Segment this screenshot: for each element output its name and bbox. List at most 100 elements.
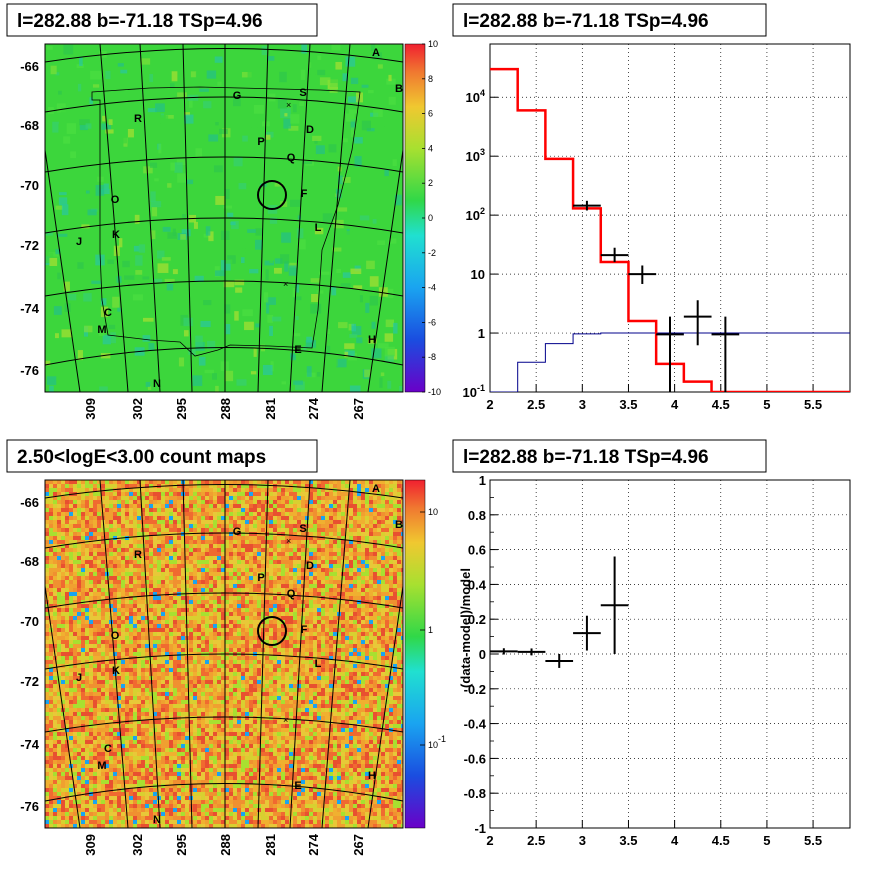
count-map-pixel [217,572,221,576]
count-map-pixel [57,564,61,568]
count-map-pixel [277,628,281,632]
count-map-pixel [245,644,249,648]
count-map-pixel [165,548,169,552]
count-map-pixel [365,544,369,548]
count-map-pixel [305,584,309,588]
count-map-pixel [177,668,181,672]
count-map-pixel [381,584,385,588]
ts-map-texture-cell [55,205,64,210]
count-map-pixel [329,480,333,484]
count-map-pixel [385,516,389,520]
count-map-pixel [113,544,117,548]
count-map-pixel [373,648,377,652]
count-map-pixel [169,568,173,572]
ts-map-texture-cell [155,103,165,113]
count-map-pixel [309,524,313,528]
count-map-pixel [49,604,53,608]
ts-map-texture-cell [274,258,283,264]
count-map-pixel [273,520,277,524]
count-map-pixel [265,664,269,668]
count-map-pixel [257,644,261,648]
count-map-pixel [157,520,161,524]
count-map-pixel [277,564,281,568]
count-map-pixel [245,496,249,500]
count-map-pixel [241,560,245,564]
count-map-pixel [253,672,257,676]
count-map-pixel [105,532,109,536]
count-map-pixel [321,560,325,564]
count-map-pixel [181,656,185,660]
count-map-pixel [377,600,381,604]
count-map-pixel [149,632,153,636]
count-map-pixel [97,588,101,592]
ts-map-frame [44,43,404,393]
count-map-pixel [49,660,53,664]
count-map-pixel [213,516,217,520]
count-map-pixel [133,672,137,676]
count-map-pixel [321,512,325,516]
count-map-pixel [321,652,325,656]
count-map-pixel [65,648,69,652]
ts-map-texture-cell [149,74,154,83]
count-map-pixel [173,492,177,496]
count-map-pixel [233,532,237,536]
count-map-pixel [45,656,49,660]
count-map-pixel [141,636,145,640]
count-map-pixel [337,624,341,628]
count-map-pixel [253,516,257,520]
count-map-pixel [377,652,381,656]
count-map-pixel [273,604,277,608]
ts-map-x-tick-label: 302 [130,398,145,420]
count-map-pixel [73,500,77,504]
count-map-pixel [165,492,169,496]
count-map-pixel [129,492,133,496]
count-map-pixel [145,572,149,576]
count-map-pixel [321,620,325,624]
count-map-pixel [225,588,229,592]
count-map-pixel [265,548,269,552]
count-map-pixel [201,548,205,552]
count-map-pixel [373,672,377,676]
count-map-pixel [237,488,241,492]
count-map-pixel [189,524,193,528]
count-map-pixel [345,548,349,552]
count-map-pixel [389,552,393,556]
count-map-pixel [253,604,257,608]
count-map-pixel [329,608,333,612]
count-map-pixel [281,520,285,524]
count-map-pixel [369,536,373,540]
count-map-pixel [49,488,53,492]
count-map-pixel [281,604,285,608]
count-map-pixel [201,508,205,512]
ts-map-texture-cell [182,48,189,55]
ts-map-texture-cell [83,293,92,302]
count-map-pixel [301,668,305,672]
count-map-pixel [125,668,129,672]
count-map-pixel [245,632,249,636]
count-map-pixel [173,556,177,560]
count-map-pixel [237,496,241,500]
count-map-pixel [377,664,381,668]
count-map-pixel [245,536,249,540]
ts-map-texture-cell [347,96,359,103]
count-map-pixel [141,584,145,588]
count-map-pixel [305,516,309,520]
count-map-pixel [205,648,209,652]
count-map-pixel [113,524,117,528]
count-map-pixel [49,480,53,484]
count-map-pixel [221,596,225,600]
ts-map-texture-cell [288,125,299,131]
count-map-pixel [321,608,325,612]
count-map-pixel [305,624,309,628]
count-map-pixel [97,616,101,620]
count-map-pixel [225,616,229,620]
count-map-pixel [277,608,281,612]
count-map-pixel [153,576,157,580]
count-map-pixel [365,532,369,536]
count-map-pixel [281,568,285,572]
count-map-pixel [105,552,109,556]
count-map-pixel [397,588,401,592]
ts-map-texture-cell [103,183,109,190]
count-map-pixel [305,592,309,596]
count-map-pixel [141,608,145,612]
